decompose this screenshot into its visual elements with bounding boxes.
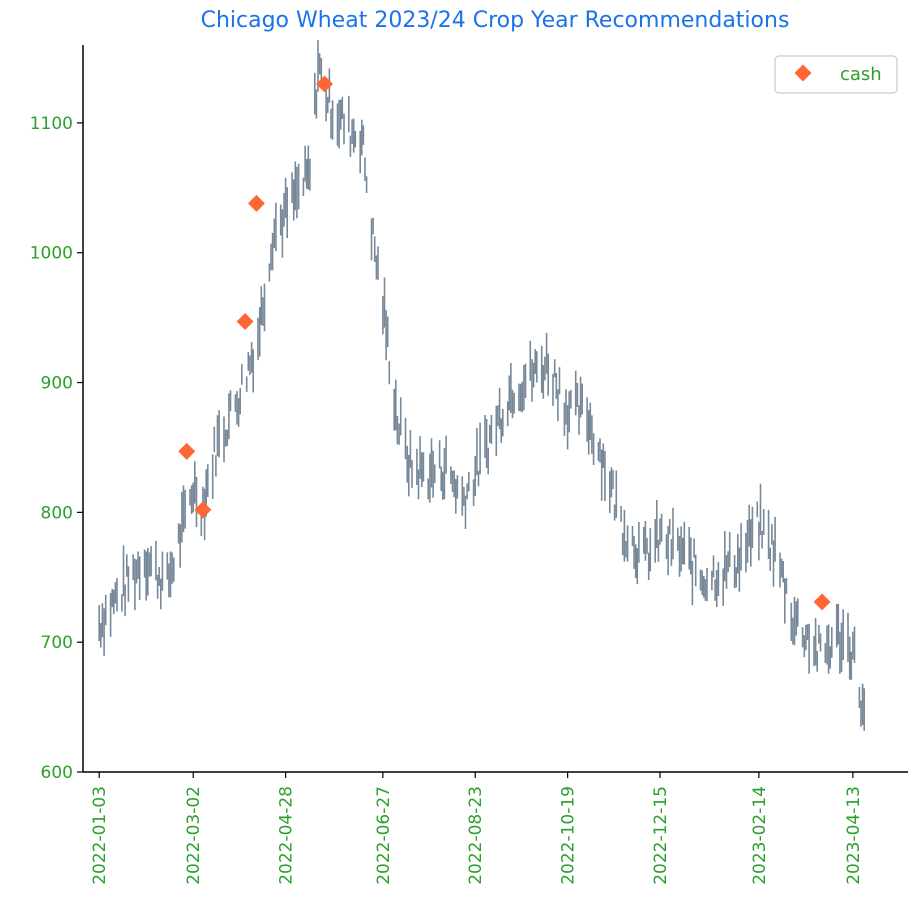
x-tick-label: 2022-01-03 [90, 786, 110, 885]
legend-label-cash: cash [840, 64, 882, 85]
axes [82, 45, 908, 773]
legend-diamond-marker [794, 64, 812, 82]
x-tick-label: 2022-06-27 [374, 786, 394, 885]
x-ticks: 2022-01-03 2022-03-02 2022-04-28 2022-06-27… [90, 772, 864, 885]
cash-marker [247, 194, 265, 212]
x-tick-label: 2022-04-28 [277, 786, 297, 885]
x-tick-label: 2023-02-14 [750, 786, 770, 885]
cash-marker [316, 75, 333, 93]
y-ticks: 600 700 800 900 1000 1100 [30, 114, 83, 783]
y-tick-label: 1100 [30, 114, 73, 134]
y-tick-label: 800 [41, 503, 73, 523]
x-tick-label: 2022-10-19 [559, 786, 579, 885]
x-tick-label: 2023-04-13 [844, 786, 864, 885]
chart-title: Chicago Wheat 2023/24 Crop Year Recommen… [200, 8, 790, 33]
price-series [98, 40, 866, 731]
cash-marker [236, 313, 254, 331]
x-tick-label: 2022-08-23 [466, 786, 486, 885]
x-tick-label: 2022-03-02 [184, 786, 204, 885]
cash-marker-series [178, 75, 831, 611]
y-tick-label: 1000 [30, 244, 73, 264]
cash-marker [194, 501, 212, 519]
cash-marker [178, 442, 196, 460]
legend: cash [774, 55, 898, 94]
y-tick-label: 600 [41, 763, 73, 783]
legend-box [774, 55, 898, 94]
x-tick-label: 2022-12-15 [651, 786, 671, 885]
y-tick-label: 900 [41, 374, 73, 394]
y-tick-label: 700 [41, 633, 73, 653]
cash-marker [813, 593, 831, 611]
